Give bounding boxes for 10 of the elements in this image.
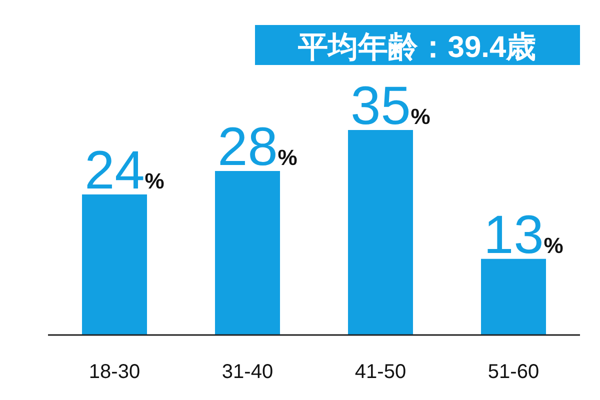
data-label: 24%	[84, 140, 164, 200]
data-label: 28%	[218, 117, 298, 177]
x-tick-label: 41-50	[354, 361, 406, 383]
data-label: 13%	[484, 204, 564, 265]
x-tick-label: 51-60	[488, 361, 540, 383]
chart-title: 平均年齢：39.4歳	[296, 31, 536, 64]
x-tick-label: 18-30	[88, 361, 140, 383]
x-tick-label: 31-40	[222, 361, 274, 383]
data-label: 35%	[350, 76, 430, 136]
title: 平均年齢：39.4歳	[255, 25, 580, 65]
